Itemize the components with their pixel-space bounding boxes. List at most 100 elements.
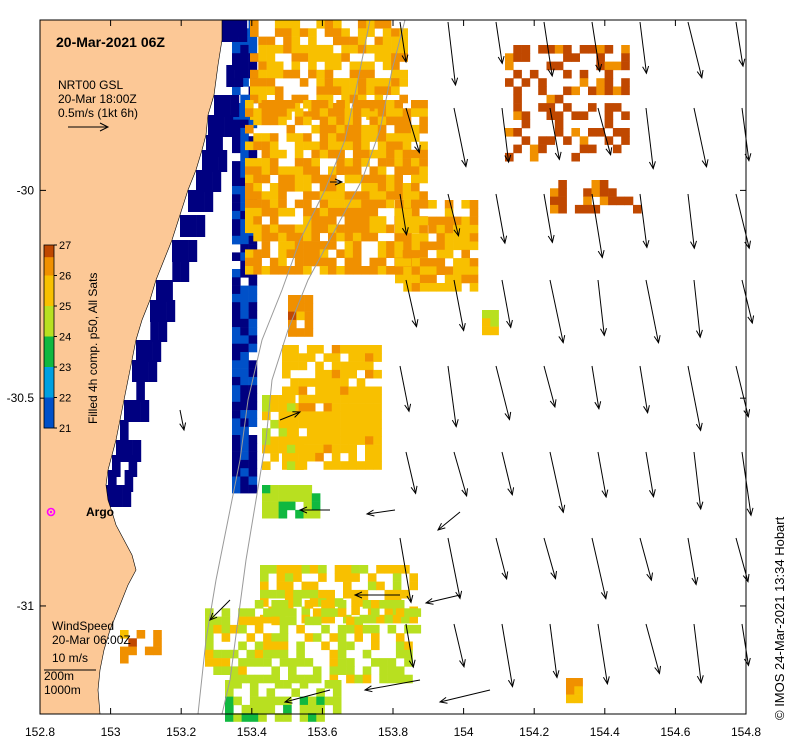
sst-pixel xyxy=(374,44,384,54)
sst-pixel xyxy=(262,485,271,494)
sst-pixel xyxy=(294,232,304,242)
sst-pixel xyxy=(240,285,249,295)
sst-pixel xyxy=(301,589,311,599)
sst-pixel-cold xyxy=(144,340,153,362)
colorbar-step xyxy=(44,385,54,389)
sst-pixel xyxy=(278,411,288,421)
sst-pixel xyxy=(461,249,470,259)
sst-pixel xyxy=(293,565,302,574)
sst-pixel xyxy=(303,199,312,209)
sst-pixel xyxy=(386,158,395,167)
sst-pixel xyxy=(303,100,312,109)
sst-pixel xyxy=(436,241,446,251)
sst-pixel xyxy=(571,86,580,96)
sst-pixel xyxy=(298,403,308,412)
sst-pixel xyxy=(296,649,305,659)
sst-pixel xyxy=(270,453,279,462)
colorbar-tick-label: 22 xyxy=(59,393,71,405)
sst-pixel xyxy=(321,600,330,609)
sst-pixel xyxy=(366,20,375,29)
sst-pixel xyxy=(341,94,350,104)
sst-pixel xyxy=(554,111,564,120)
sst-pixel xyxy=(331,444,341,454)
sst-pixel xyxy=(377,100,387,109)
sst-pixel xyxy=(362,674,372,684)
sst-pixel xyxy=(329,608,339,617)
sst-pixel xyxy=(323,386,333,396)
sst-pixel xyxy=(278,509,288,519)
sst-pixel xyxy=(246,649,256,659)
sst-pixel xyxy=(294,183,304,192)
sst-pixel xyxy=(253,183,262,192)
sst-pixel xyxy=(348,394,357,404)
sst-pixel xyxy=(377,216,387,225)
sst-pixel xyxy=(232,435,241,444)
sst-pixel xyxy=(311,166,320,175)
sst-pixel xyxy=(279,633,289,642)
sst-pixel xyxy=(382,36,392,46)
wind-arrow xyxy=(453,451,468,498)
sst-pixel xyxy=(469,241,479,251)
sst-pixel xyxy=(392,614,402,624)
current-scale-arrow xyxy=(68,122,110,132)
sst-pixel xyxy=(344,174,354,184)
sst-pixel xyxy=(387,658,397,667)
sst-pixel xyxy=(260,614,269,624)
sst-pixel xyxy=(352,133,362,142)
sst-pixel xyxy=(253,116,262,126)
sst-pixel xyxy=(348,428,357,437)
sst-pixel-cold xyxy=(216,115,225,137)
sst-pixel xyxy=(269,199,279,209)
sst-pixel xyxy=(344,241,354,250)
sst-pixel xyxy=(263,608,272,617)
sst-pixel xyxy=(333,36,342,46)
sst-pixel xyxy=(248,244,258,253)
sst-pixel xyxy=(291,94,301,104)
sst-pixel xyxy=(328,108,337,117)
sst-pixel-cold xyxy=(136,340,145,362)
current-arrow xyxy=(365,509,396,517)
sst-pixel xyxy=(278,436,288,446)
sst-pixel xyxy=(403,266,412,275)
sst-pixel xyxy=(268,565,277,574)
sst-pixel xyxy=(269,158,279,167)
sst-pixel xyxy=(229,666,239,675)
wind-arrow xyxy=(597,623,610,686)
sst-pixel xyxy=(403,233,412,242)
sst-pixel xyxy=(336,133,345,142)
sst-pixel xyxy=(248,318,258,328)
colorbar-step xyxy=(44,299,54,304)
sst-pixel xyxy=(269,207,279,217)
sst-pixel xyxy=(301,581,311,591)
sst-pixel xyxy=(299,78,309,87)
sst-pixel xyxy=(311,232,320,242)
sst-pixel xyxy=(444,249,454,259)
sst-pixel xyxy=(404,608,413,617)
sst-pixel xyxy=(303,224,312,234)
sst-pixel xyxy=(621,128,630,137)
sst-pixel xyxy=(444,266,454,275)
sst-pixel xyxy=(550,188,559,197)
sst-pixel xyxy=(213,616,222,626)
sst-pixel xyxy=(253,166,262,175)
sst-pixel xyxy=(596,78,605,87)
sst-pixel xyxy=(328,257,337,267)
wind-arrow xyxy=(693,451,704,511)
sst-pixel xyxy=(276,565,286,574)
sst-pixel xyxy=(399,36,408,46)
sst-pixel xyxy=(461,233,470,242)
sst-pixel xyxy=(271,608,280,617)
sst-pixel xyxy=(316,713,325,722)
sst-pixel xyxy=(340,411,349,420)
sst-pixel xyxy=(299,680,309,689)
sst-pixel xyxy=(250,53,259,62)
sst-pixel xyxy=(240,61,249,71)
colorbar-step xyxy=(44,409,54,414)
sst-pixel xyxy=(282,361,291,371)
sst-pixel xyxy=(249,696,259,706)
sst-pixel xyxy=(288,674,297,684)
sst-pixel xyxy=(588,103,597,112)
sst-pixel xyxy=(324,94,334,104)
sst-pixel xyxy=(240,186,249,195)
sst-pixel xyxy=(469,233,479,242)
